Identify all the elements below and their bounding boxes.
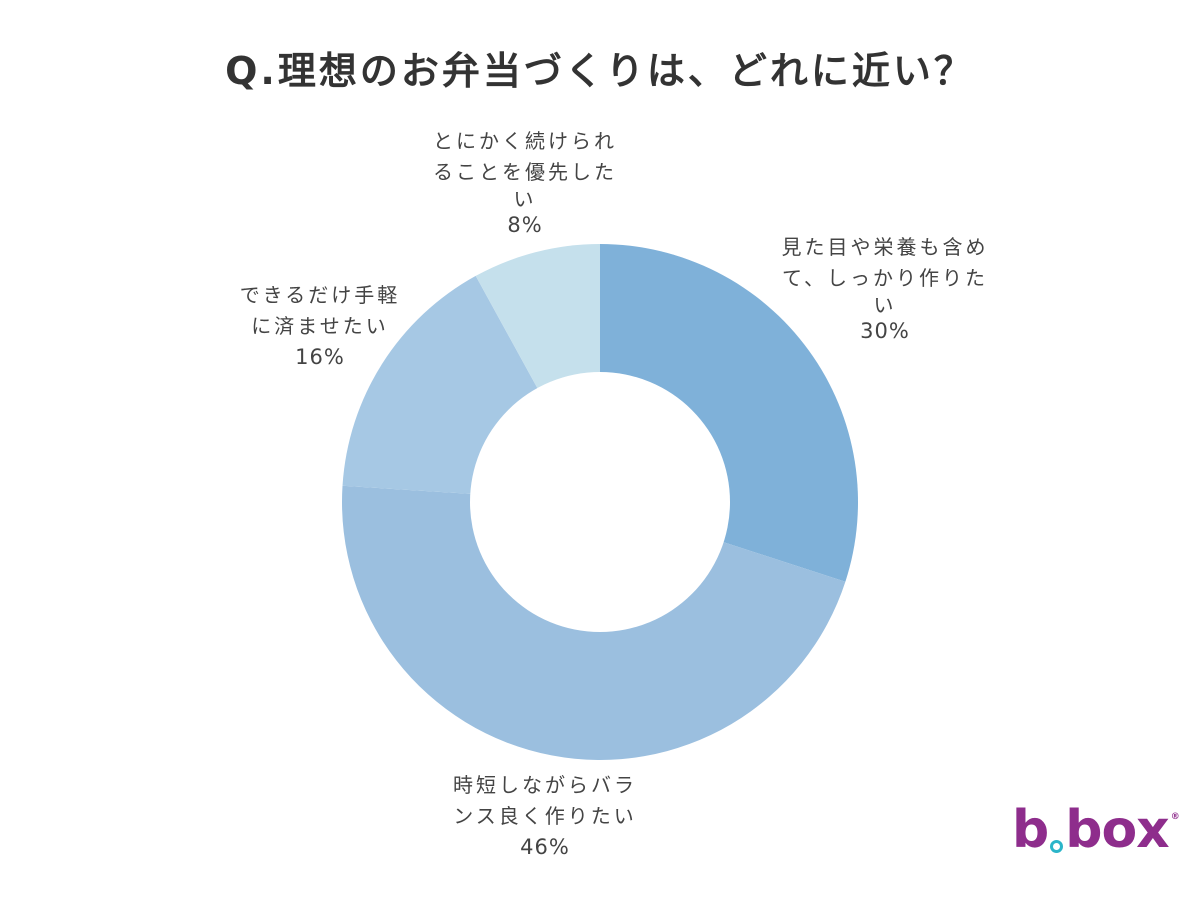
- registered-mark: ®: [1170, 812, 1180, 822]
- logo-dot-icon: [1050, 840, 1064, 853]
- label-text: ンス良く作りたい: [453, 804, 637, 828]
- label-text: 見た目や栄養も含め: [781, 235, 989, 259]
- label-text: て、しっかり作りた: [782, 266, 988, 290]
- logo-text: b: [1012, 800, 1049, 860]
- donut-hole: [470, 372, 730, 632]
- label-slice-balanced: 時短しながらバラ ンス良く作りたい 46%: [420, 770, 670, 863]
- label-percent: 8%: [507, 213, 543, 237]
- label-text: ることを優先した: [433, 160, 617, 184]
- logo-text: box: [1065, 800, 1169, 860]
- label-slice-easy: できるだけ手軽 に済ませたい 16%: [210, 280, 430, 373]
- label-percent: 16%: [295, 345, 345, 369]
- label-text: とにかく続けられ: [433, 129, 617, 153]
- label-slice-thorough: 見た目や栄養も含め て、しっかり作りた い 30%: [760, 232, 1010, 347]
- label-percent: 46%: [520, 835, 570, 859]
- label-text: い: [873, 293, 897, 317]
- bbox-logo: b box ®: [1012, 800, 1180, 860]
- label-text: できるだけ手軽: [239, 283, 401, 307]
- label-percent: 30%: [860, 319, 910, 343]
- label-slice-continuity: とにかく続けられ ることを優先した い 8%: [405, 126, 645, 241]
- label-text: に済ませたい: [251, 314, 389, 338]
- label-text: い: [513, 187, 537, 211]
- label-text: 時短しながらバラ: [453, 773, 637, 797]
- chart-title: Q.理想のお弁当づくりは、どれに近い？: [225, 49, 975, 93]
